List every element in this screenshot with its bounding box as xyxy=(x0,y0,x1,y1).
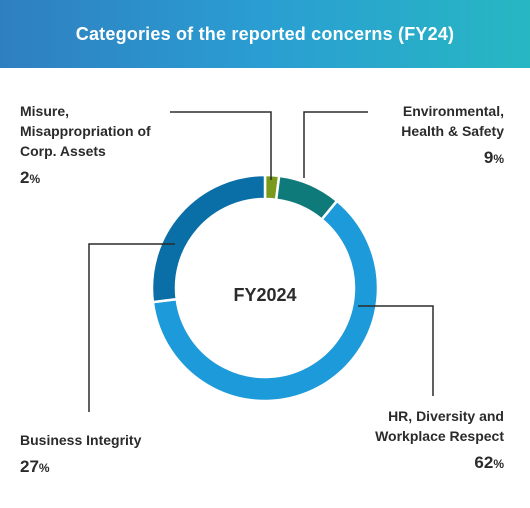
slice-label-business: Business Integrity 27% xyxy=(20,430,141,478)
slice-label-hr-line: Workplace Respect xyxy=(375,428,504,444)
slice-label-hr-line: HR, Diversity and xyxy=(388,408,504,424)
leader-line-hr xyxy=(358,305,434,396)
slice-label-hr: HR, Diversity and Workplace Respect 62% xyxy=(375,406,504,474)
slice-label-ehs-line: Health & Safety xyxy=(401,123,504,139)
slice-value-hr: 62% xyxy=(474,453,504,472)
leader-line-misuse xyxy=(170,111,272,180)
chart-header: Categories of the reported concerns (FY2… xyxy=(0,0,530,68)
slice-label-ehs: Environmental, Health & Safety 9% xyxy=(401,101,504,169)
slice-value-misuse: 2% xyxy=(20,168,41,187)
chart-title: Categories of the reported concerns (FY2… xyxy=(75,23,455,44)
center-label: FY2024 xyxy=(233,285,296,305)
slice-label-misuse-line: Corp. Assets xyxy=(20,143,106,159)
slice-label-ehs-line: Environmental, xyxy=(402,103,504,119)
donut-slice-hr xyxy=(151,199,380,403)
donut-slice-business xyxy=(150,173,267,304)
slice-value-business: 27% xyxy=(20,457,50,476)
slice-label-misuse-line: Misure, xyxy=(20,103,70,119)
leader-line-business xyxy=(88,243,175,412)
slice-label-business-line: Business Integrity xyxy=(20,432,142,448)
leader-line-ehs xyxy=(303,111,368,178)
slice-value-ehs: 9% xyxy=(483,148,504,167)
slice-label-misuse: Misure, Misappropriation of Corp. Assets… xyxy=(20,101,151,189)
slice-label-misuse-line: Misappropriation of xyxy=(20,123,151,139)
